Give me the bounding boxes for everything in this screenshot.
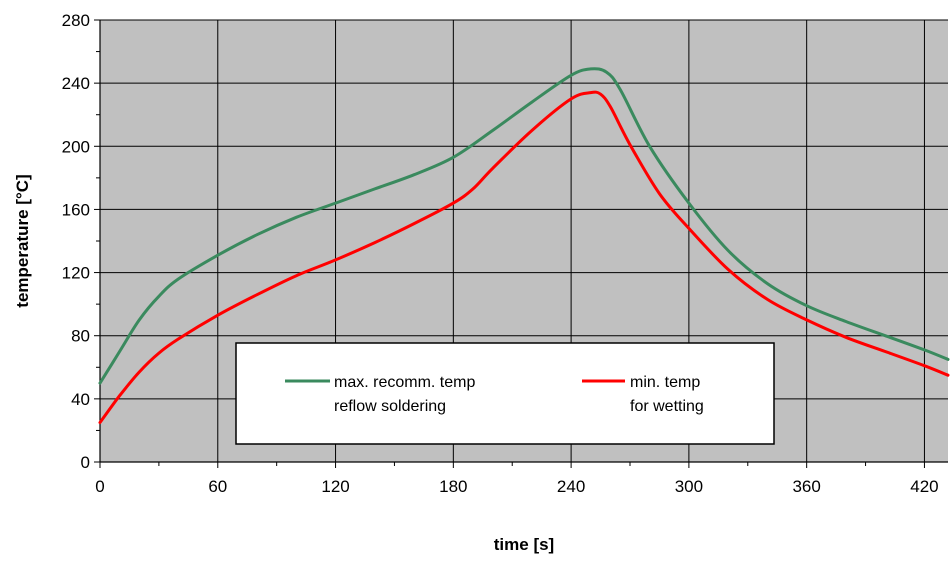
y-tick-label: 0: [81, 453, 90, 472]
series-line-0: [98, 67, 950, 385]
x-tick-label: 0: [95, 477, 104, 496]
x-tick-label: 60: [208, 477, 227, 496]
legend-label-min-line1: min. temp: [630, 374, 700, 391]
y-tick-label: 40: [71, 390, 90, 409]
tick-labels: 0 40 80 120 160 200 240 280 0 60 120 180 240 300 360 42…: [62, 11, 939, 496]
legend-label-max-line1: max. recomm. temp: [334, 374, 475, 391]
y-tick-label: 280: [62, 11, 90, 30]
y-tick-label: 120: [62, 264, 90, 283]
legend-label-max-line2: reflow soldering: [334, 398, 446, 415]
legend-box: [235, 342, 775, 445]
y-axis-label: temperature [°C]: [13, 174, 32, 307]
series-line-1: [98, 90, 950, 424]
y-tick-label: 160: [62, 200, 90, 219]
series-layer: [98, 67, 950, 424]
legend: max. recomm. temp reflow soldering min. …: [235, 342, 775, 445]
x-tick-label: 360: [792, 477, 820, 496]
x-tick-label: 420: [910, 477, 938, 496]
y-tick-label: 240: [62, 74, 90, 93]
x-tick-label: 180: [439, 477, 467, 496]
x-tick-label: 240: [557, 477, 585, 496]
y-tick-label: 200: [62, 137, 90, 156]
x-tick-label: 300: [675, 477, 703, 496]
x-tick-label: 120: [321, 477, 349, 496]
y-tick-label: 80: [71, 327, 90, 346]
x-axis-label: time [s]: [494, 535, 554, 554]
legend-label-min-line2: for wetting: [630, 398, 704, 415]
